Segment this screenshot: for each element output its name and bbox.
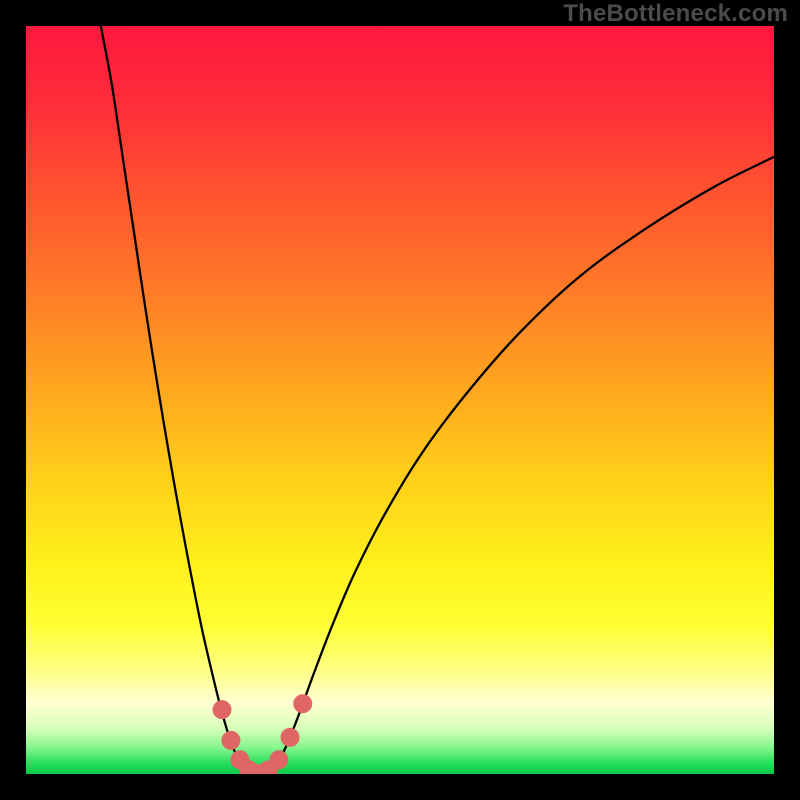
watermark-text: TheBottleneck.com [563, 0, 788, 28]
chart-frame: TheBottleneck.com [0, 0, 800, 800]
gradient-background [26, 26, 774, 774]
marker-dot [221, 731, 240, 750]
marker-dot [212, 700, 231, 719]
marker-dot [281, 728, 300, 747]
marker-dot [293, 694, 312, 713]
chart-svg [0, 0, 800, 800]
marker-dot [269, 750, 288, 769]
